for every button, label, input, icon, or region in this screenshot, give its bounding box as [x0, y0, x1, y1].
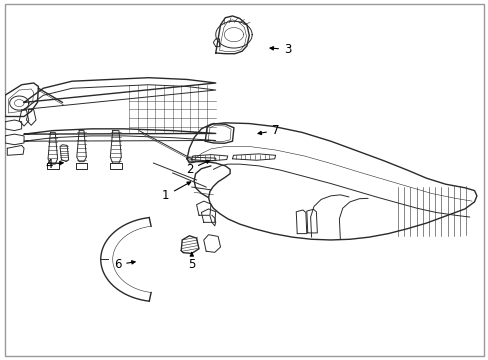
Text: 7: 7 — [258, 124, 279, 137]
Text: 1: 1 — [162, 182, 190, 202]
Text: 6: 6 — [114, 258, 135, 271]
Text: 4: 4 — [45, 158, 63, 171]
Text: 5: 5 — [188, 252, 195, 271]
Text: 3: 3 — [269, 43, 291, 56]
Text: 2: 2 — [185, 160, 209, 176]
